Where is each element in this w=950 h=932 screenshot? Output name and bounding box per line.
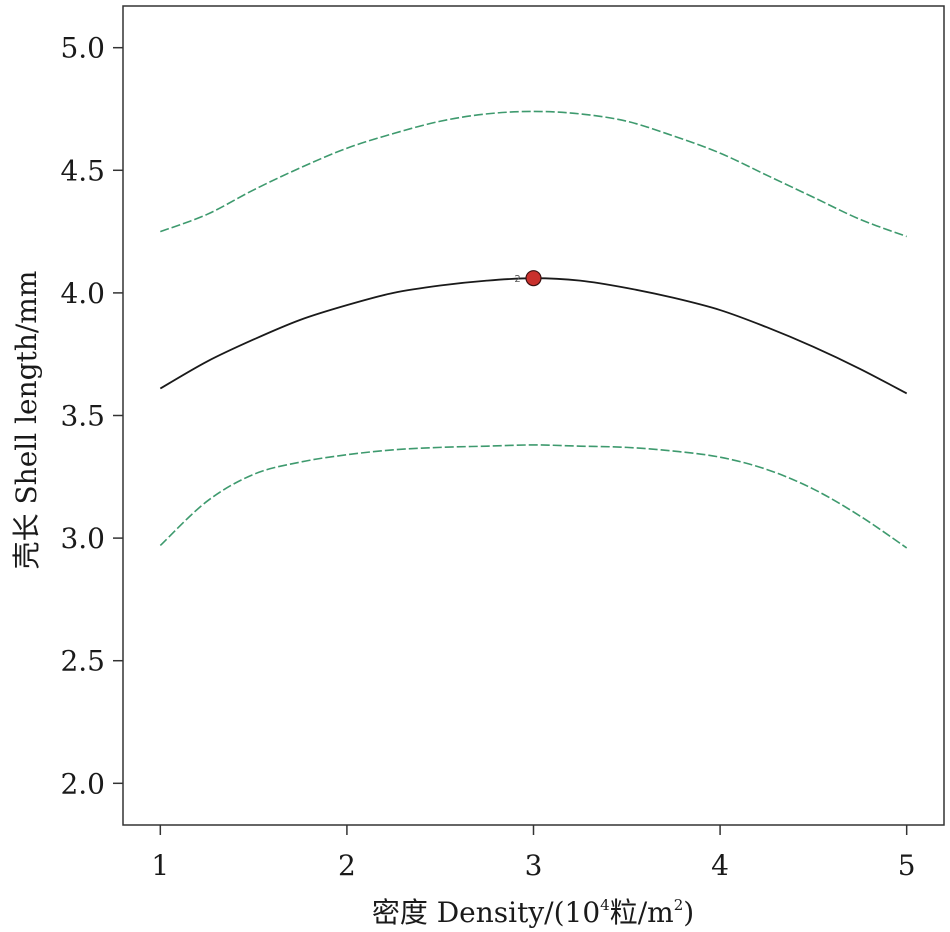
x-tick-label: 5 xyxy=(898,849,916,882)
x-axis: 1 2 3 4 5 xyxy=(151,825,916,882)
plot-frame xyxy=(122,5,945,826)
y-tick-label: 4.5 xyxy=(60,154,105,187)
x-tick-label: 2 xyxy=(338,849,356,882)
x-tick-label: 4 xyxy=(711,849,729,882)
series-line-lower-confidence-bound xyxy=(159,444,908,549)
y-axis: 2.0 2.5 3.0 3.5 4.0 4.5 5.0 xyxy=(60,32,123,800)
x-axis-label: 密度 Density/(104粒/m2) xyxy=(372,896,694,929)
x-tick-label: 3 xyxy=(525,849,543,882)
y-tick-label: 2.5 xyxy=(60,645,105,678)
series-line-fit xyxy=(159,277,908,395)
points-layer: 2 xyxy=(514,270,542,287)
series-line-upper-confidence-bound xyxy=(160,110,907,238)
y-tick-label: 2.0 xyxy=(60,767,105,800)
y-tick-label: 4.0 xyxy=(60,277,105,310)
y-tick-label: 3.5 xyxy=(60,400,105,433)
series-layer xyxy=(159,110,908,549)
y-axis-label: 壳长 Shell length/mm xyxy=(10,271,43,570)
x-tick-label: 1 xyxy=(151,849,169,882)
data-point xyxy=(525,270,542,287)
y-tick-label: 5.0 xyxy=(60,32,105,65)
data-point-label: 2 xyxy=(514,274,520,285)
y-tick-label: 3.0 xyxy=(60,522,105,555)
